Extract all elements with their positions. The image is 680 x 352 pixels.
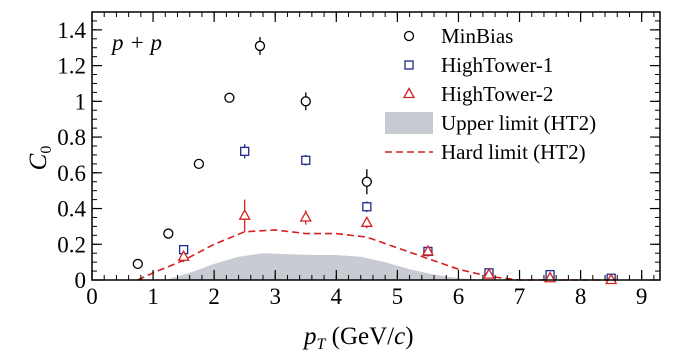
minbias-point [254, 40, 266, 52]
x-axis-title-rest: (GeV/ [325, 323, 394, 350]
legend-swatch-minbias [403, 30, 415, 42]
x-tick-label: 5 [392, 284, 404, 309]
x-axis-title-sub: T [317, 336, 327, 352]
x-tick-label: 1 [147, 284, 159, 309]
upper-limit-band [165, 253, 483, 280]
minbias-point [361, 176, 372, 187]
legend-swatch-hightower2 [402, 87, 416, 99]
y-tick-label: 0.6 [57, 161, 86, 186]
hightower2-point [238, 208, 251, 220]
y-tick-label: 0.2 [57, 232, 86, 257]
hightower1-point [301, 155, 311, 165]
minbias-point [224, 92, 235, 103]
minbias-point [132, 258, 143, 270]
legend-swatch-hightower1 [404, 60, 414, 70]
x-tick-label: 9 [636, 284, 648, 309]
y-tick-label: 0.8 [57, 125, 86, 150]
y-axis-title-main: C [25, 153, 52, 170]
y-tick-label: 1.4 [57, 18, 86, 43]
x-axis-title-close: ) [405, 323, 413, 350]
x-tick-label: 8 [575, 284, 587, 309]
hightower2-point [360, 215, 373, 227]
legend-label: HighTower-2 [441, 82, 553, 106]
x-tick-label: 6 [453, 284, 465, 309]
x-tick-label: 7 [514, 284, 526, 309]
hightower2-point [299, 210, 312, 222]
minbias-point [300, 96, 311, 107]
annotation-text: p + p [110, 30, 162, 55]
y-tick-label: 1.2 [57, 54, 86, 79]
legend-label: HighTower-1 [441, 53, 553, 77]
legend-swatch-upper-limit [385, 112, 433, 134]
x-axis-title: pT (GeV/c) [302, 323, 414, 352]
x-axis-title-main: p [302, 323, 317, 350]
marker-layer [132, 37, 618, 285]
hightower2-point [421, 244, 435, 256]
y-tick-label: 1 [75, 89, 87, 114]
x-tick-label: 0 [86, 284, 98, 309]
y-tick-label: 0.4 [57, 197, 86, 222]
legend: MinBias HighTower-1 HighTower-2 Upper limit… [385, 24, 596, 164]
x-tick-label: 3 [269, 284, 281, 309]
hightower2-point [605, 273, 618, 285]
y-tick-label: 0 [75, 268, 87, 293]
hightower1-point [362, 202, 372, 212]
hightower2-point [482, 267, 496, 279]
legend-label: Hard limit (HT2) [441, 140, 586, 164]
y-axis-title-sub: 0 [38, 146, 55, 154]
legend-label: Upper limit (HT2) [441, 111, 596, 135]
x-tick-label: 2 [208, 284, 220, 309]
y-axis-title: C0 [25, 146, 55, 171]
legend-label: MinBias [441, 24, 513, 48]
x-axis-title-c: c [394, 323, 405, 350]
band-layer [165, 253, 483, 280]
hightower2-point [177, 249, 190, 261]
axis-layer: 0 1 2 3 4 5 6 7 8 9 0 0.2 0.4 0.6 0.8 1 1.2 1.4 [57, 11, 661, 309]
hightower1-point [240, 146, 250, 157]
minbias-point [163, 228, 174, 239]
minbias-point [193, 158, 205, 170]
x-tick-label: 4 [331, 284, 343, 309]
